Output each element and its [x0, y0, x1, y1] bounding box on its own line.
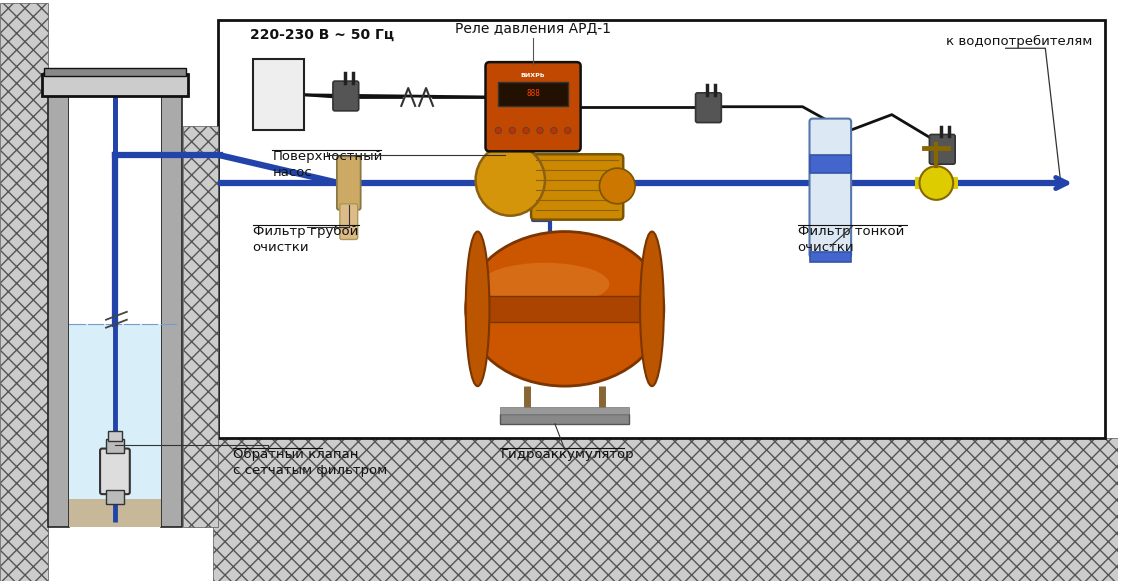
Text: 888: 888	[526, 89, 540, 98]
Text: Реле давления АРД-1: Реле давления АРД-1	[455, 22, 611, 36]
Bar	[44, 68, 186, 76]
Bar	[184, 126, 218, 527]
Text: Фильтр грубой
очистки: Фильтр грубой очистки	[253, 225, 358, 253]
Bar	[810, 155, 852, 173]
Text: Обратный клапан
с сетчатым фильтром: Обратный клапан с сетчатым фильтром	[232, 447, 387, 477]
Bar	[501, 407, 629, 414]
FancyBboxPatch shape	[696, 93, 721, 123]
Bar	[915, 177, 958, 189]
Bar	[106, 439, 124, 453]
Bar	[69, 93, 160, 329]
Ellipse shape	[466, 232, 664, 386]
Circle shape	[495, 127, 502, 134]
Bar	[477, 296, 652, 322]
Bar	[47, 76, 69, 527]
Circle shape	[523, 127, 529, 134]
Bar	[253, 59, 305, 130]
Ellipse shape	[476, 144, 545, 215]
FancyBboxPatch shape	[531, 154, 624, 220]
Bar	[213, 437, 1118, 581]
Ellipse shape	[466, 232, 490, 386]
FancyBboxPatch shape	[340, 204, 358, 239]
FancyBboxPatch shape	[929, 134, 955, 164]
Circle shape	[537, 127, 544, 134]
FancyBboxPatch shape	[810, 119, 852, 258]
Bar	[42, 74, 188, 96]
FancyBboxPatch shape	[485, 62, 581, 151]
Bar	[69, 499, 160, 527]
Bar	[501, 414, 629, 424]
Bar	[810, 252, 852, 262]
Text: Фильтр тонкой
очистки: Фильтр тонкой очистки	[797, 225, 904, 253]
FancyBboxPatch shape	[337, 157, 361, 210]
Circle shape	[509, 127, 515, 134]
Bar	[69, 324, 160, 527]
Text: к водопотребителям: к водопотребителям	[946, 35, 1093, 48]
Text: Гидроаккумулятор: Гидроаккумулятор	[501, 447, 634, 461]
FancyBboxPatch shape	[100, 449, 130, 494]
Circle shape	[599, 168, 635, 204]
Bar	[0, 3, 47, 581]
Text: Поверхностный
насос: Поверхностный насос	[273, 150, 382, 179]
Bar	[218, 19, 1104, 437]
Circle shape	[550, 127, 557, 134]
Bar	[106, 490, 124, 504]
Text: ВИХРЬ: ВИХРЬ	[521, 74, 545, 78]
Ellipse shape	[640, 232, 664, 386]
Circle shape	[564, 127, 571, 134]
Bar	[108, 431, 122, 440]
FancyBboxPatch shape	[333, 81, 359, 111]
Ellipse shape	[481, 263, 609, 305]
Circle shape	[919, 166, 953, 200]
Text: 220-230 В ~ 50 Гц: 220-230 В ~ 50 Гц	[249, 27, 394, 41]
Bar	[160, 76, 183, 527]
Bar	[499, 82, 567, 106]
